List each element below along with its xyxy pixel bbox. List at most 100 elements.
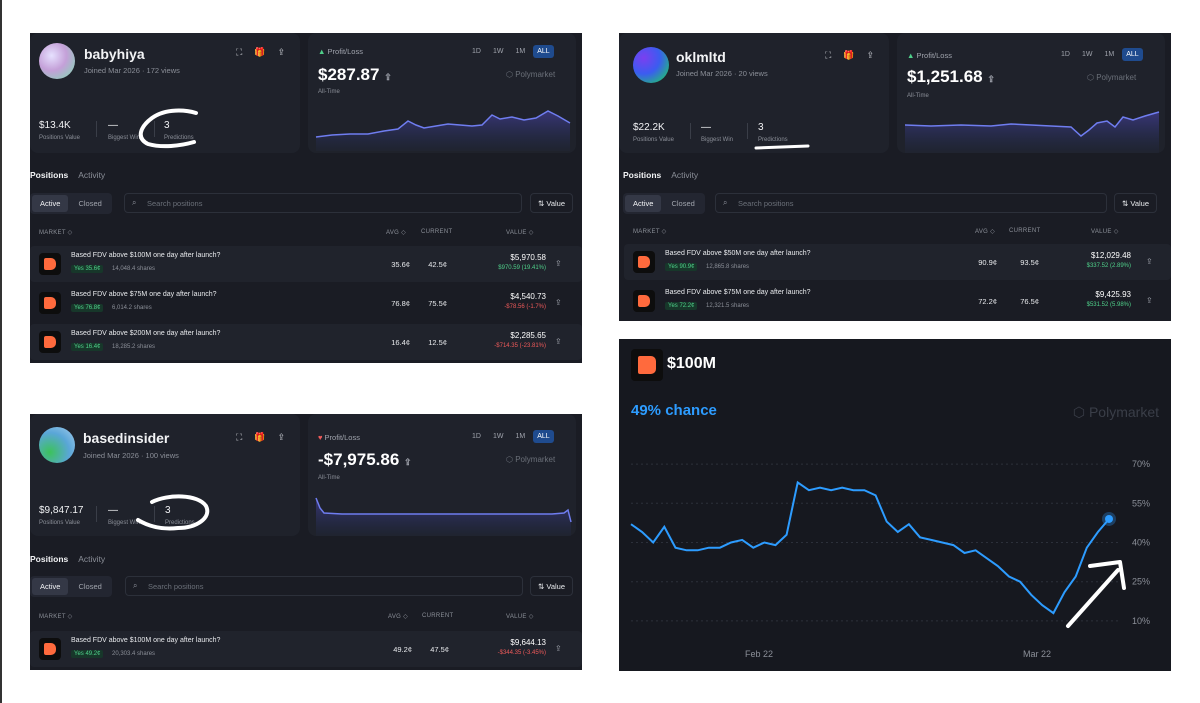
filter-closed[interactable]: Closed	[78, 199, 102, 208]
stat-divider	[747, 123, 748, 139]
gift-icon[interactable]: 🎁	[254, 432, 266, 442]
positions-value-label: Positions Value	[39, 135, 80, 141]
share-icon[interactable]: ⇪	[555, 298, 562, 307]
filter-closed[interactable]: Closed	[78, 582, 102, 591]
header-actions: ⛶ 🎁 ⇪	[825, 50, 874, 61]
col-market[interactable]: MARKET ◇	[39, 614, 73, 620]
range-1m[interactable]: 1M	[515, 48, 526, 55]
position-row[interactable]: Based FDV above $100M one day after laun…	[30, 631, 582, 667]
position-value: $12,029.48	[1090, 251, 1131, 260]
expand-icon[interactable]: ⛶	[236, 432, 243, 442]
predictions-label: Predictions	[758, 137, 788, 143]
expand-icon[interactable]: ⛶	[236, 47, 243, 57]
market-title: Based FDV above $200M one day after laun…	[71, 330, 221, 337]
gift-icon[interactable]: 🎁	[843, 50, 855, 60]
gift-icon[interactable]: 🎁	[254, 47, 266, 57]
share-icon[interactable]: ⇪	[1146, 257, 1153, 266]
col-current[interactable]: CURRENT	[422, 613, 454, 619]
positions-value: $13.4K	[39, 120, 71, 131]
col-avg[interactable]: AVG ◇	[975, 229, 996, 235]
range-1m[interactable]: 1M	[515, 433, 526, 440]
predictions-label: Predictions	[165, 520, 195, 526]
range-all[interactable]: ALL	[533, 430, 554, 443]
search-input[interactable]: ⌕ Search positions	[715, 193, 1107, 213]
period-label: All-Time	[907, 93, 929, 99]
search-input[interactable]: ⌕ Search positions	[124, 193, 522, 213]
col-value[interactable]: VALUE ◇	[506, 614, 534, 620]
share-icon[interactable]: ⇪	[1146, 296, 1153, 305]
range-1w[interactable]: 1W	[1081, 51, 1093, 58]
sort-button[interactable]: ⇅ Value	[1114, 193, 1158, 213]
avg-price: 72.2¢	[978, 297, 997, 306]
biggest-win: —	[108, 505, 118, 516]
tab-activity[interactable]: Activity	[78, 554, 106, 564]
header-actions: ⛶ 🎁 ⇪	[236, 432, 285, 443]
range-1w[interactable]: 1W	[492, 48, 504, 55]
share-icon[interactable]: ⇪	[277, 47, 286, 57]
range-1w[interactable]: 1W	[492, 433, 504, 440]
info-icon[interactable]: ⇪	[404, 457, 412, 467]
positions-value-label: Positions Value	[39, 520, 80, 526]
range-1d[interactable]: 1D	[1061, 51, 1070, 58]
search-input[interactable]: ⌕ Search positions	[125, 576, 523, 596]
col-market[interactable]: MARKET ◇	[633, 229, 667, 235]
col-value[interactable]: VALUE ◇	[1091, 229, 1119, 235]
polymarket-watermark: ⬡ Polymarket	[1072, 404, 1159, 420]
col-avg[interactable]: AVG ◇	[386, 230, 407, 236]
search-icon: ⌕	[133, 581, 138, 590]
outcome-badge: Yes 16.4¢	[71, 343, 104, 351]
range-1m[interactable]: 1M	[1104, 51, 1115, 58]
position-row[interactable]: Based FDV above $75M one day after launc…	[30, 285, 582, 321]
share-icon[interactable]: ⇪	[555, 259, 562, 268]
sort-button[interactable]: ⇅ Value	[530, 193, 574, 213]
period-label: All-Time	[318, 89, 340, 95]
share-icon[interactable]: ⇪	[277, 432, 286, 442]
tab-activity[interactable]: Activity	[78, 170, 106, 180]
polymarket-icon: ⬡	[506, 455, 513, 464]
range-1d[interactable]: 1D	[472, 433, 481, 440]
tab-positions[interactable]: Positions	[30, 170, 69, 180]
col-value[interactable]: VALUE ◇	[506, 230, 534, 236]
info-icon[interactable]: ⇪	[987, 74, 995, 84]
range-all[interactable]: ALL	[1122, 48, 1143, 61]
col-market[interactable]: MARKET ◇	[39, 230, 73, 236]
profit-loss-value: -$7,975.86 ⇪	[318, 450, 412, 469]
x-tick-label: Feb 22	[745, 649, 773, 659]
biggest-win-label: Biggest Win	[701, 137, 734, 143]
sort-button[interactable]: ⇅ Value	[530, 576, 574, 596]
share-icon[interactable]: ⇪	[555, 337, 562, 346]
position-pnl: -$344.35 (-3.45%)	[497, 650, 546, 656]
positions-value-label: Positions Value	[633, 137, 674, 143]
heart-icon: ♥	[318, 433, 323, 442]
info-icon[interactable]: ⇪	[384, 72, 392, 82]
filter-active[interactable]: Active	[625, 195, 662, 212]
profile-tabs: Positions Activity	[30, 554, 105, 564]
sort-icon: ⇅	[538, 582, 545, 591]
sort-icon: ⇅	[1122, 199, 1129, 208]
position-row[interactable]: Based FDV above $100M one day after laun…	[30, 246, 582, 282]
position-row[interactable]: Based FDV above $50M one day after launc…	[624, 244, 1171, 280]
market-logo	[39, 638, 61, 660]
share-icon[interactable]: ⇪	[555, 644, 562, 653]
col-current[interactable]: CURRENT	[1009, 228, 1041, 234]
expand-icon[interactable]: ⛶	[825, 50, 832, 60]
filter-active[interactable]: Active	[32, 578, 69, 595]
market-chart-screenshot: $100M 49% chance ⬡ Polymarket 70% 55% 40% 2…	[619, 339, 1171, 671]
col-current[interactable]: CURRENT	[421, 229, 453, 235]
avg-price: 49.2¢	[393, 645, 412, 654]
range-1d[interactable]: 1D	[472, 48, 481, 55]
market-chance: 49% chance	[631, 402, 717, 419]
range-all[interactable]: ALL	[533, 45, 554, 58]
tab-positions[interactable]: Positions	[30, 554, 69, 564]
filter-closed[interactable]: Closed	[671, 199, 695, 208]
predictions-count: 3	[758, 122, 764, 133]
tab-positions[interactable]: Positions	[623, 170, 662, 180]
tab-activity[interactable]: Activity	[671, 170, 699, 180]
share-count: 12,321.5 shares	[706, 303, 750, 309]
position-row[interactable]: Based FDV above $75M one day after launc…	[624, 283, 1171, 319]
market-logo	[39, 253, 61, 275]
position-row[interactable]: Based FDV above $200M one day after laun…	[30, 324, 582, 360]
filter-active[interactable]: Active	[32, 195, 69, 212]
share-icon[interactable]: ⇪	[866, 50, 875, 60]
col-avg[interactable]: AVG ◇	[388, 614, 409, 620]
